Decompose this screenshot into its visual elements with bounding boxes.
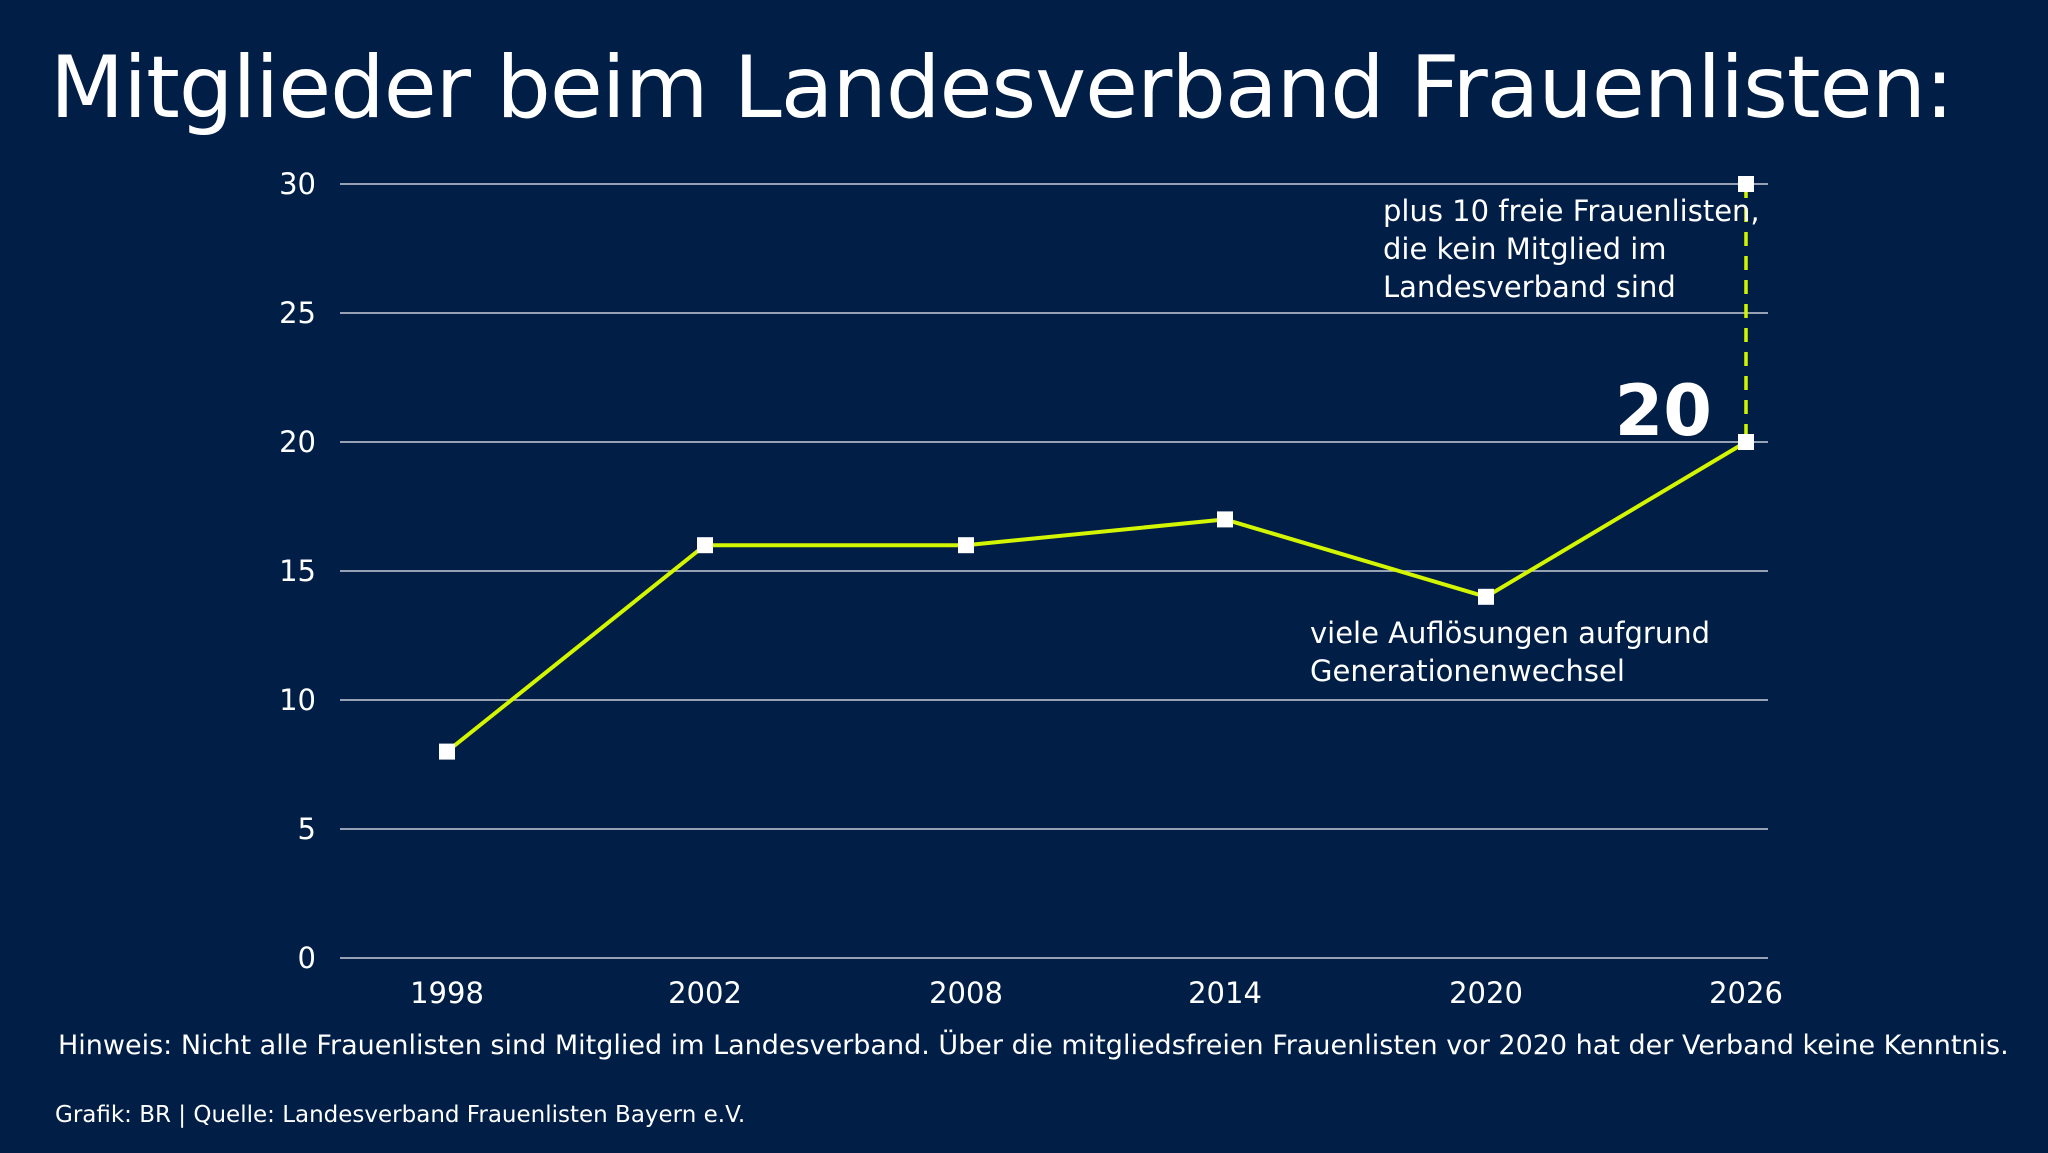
x-tick-label: 2026	[1709, 976, 1783, 1010]
x-tick-label: 2014	[1188, 976, 1262, 1010]
y-tick-label: 30	[279, 167, 316, 201]
annotation-free-lists: plus 10 freie Frauenlisten, die kein Mit…	[1383, 192, 1760, 306]
annotation-line: plus 10 freie Frauenlisten,	[1383, 194, 1760, 228]
y-tick-label: 10	[279, 683, 316, 717]
data-point-2002	[697, 537, 713, 554]
footnote: Hinweis: Nicht alle Frauenlisten sind Mi…	[58, 1030, 2009, 1061]
data-point-2026	[1738, 434, 1754, 450]
x-tick-label: 1998	[410, 976, 484, 1010]
annotation-line: die kein Mitglied im	[1383, 232, 1667, 266]
y-tick-label: 25	[279, 296, 316, 330]
y-tick-label: 15	[279, 554, 316, 588]
data-point-1998	[439, 743, 455, 760]
data-point-2008	[958, 537, 974, 554]
x-tick-label: 2008	[929, 976, 1003, 1010]
y-tick-label: 0	[298, 941, 316, 975]
x-tick-label: 2020	[1449, 976, 1523, 1010]
source-credit: Grafik: BR | Quelle: Landesverband Fraue…	[55, 1102, 746, 1128]
data-point-extra	[1738, 176, 1754, 192]
chart-title: Mitglieder beim Landesverband Frauenlist…	[50, 38, 1954, 138]
series-line	[445, 440, 1748, 754]
y-tick-label: 20	[279, 425, 316, 459]
y-tick-label: 5	[298, 812, 316, 846]
x-tick-label: 2002	[668, 976, 742, 1010]
data-point-2014	[1217, 511, 1233, 528]
annotation-dissolutions: viele Auflösungen aufgrund Generationenw…	[1310, 614, 1710, 690]
annotation-line: Landesverband sind	[1383, 270, 1676, 304]
data-point-2020	[1478, 588, 1494, 605]
annotation-line: Generationenwechsel	[1310, 654, 1625, 688]
value-label-2026: 20	[1614, 370, 1712, 452]
annotation-line: viele Auflösungen aufgrund	[1310, 616, 1710, 650]
